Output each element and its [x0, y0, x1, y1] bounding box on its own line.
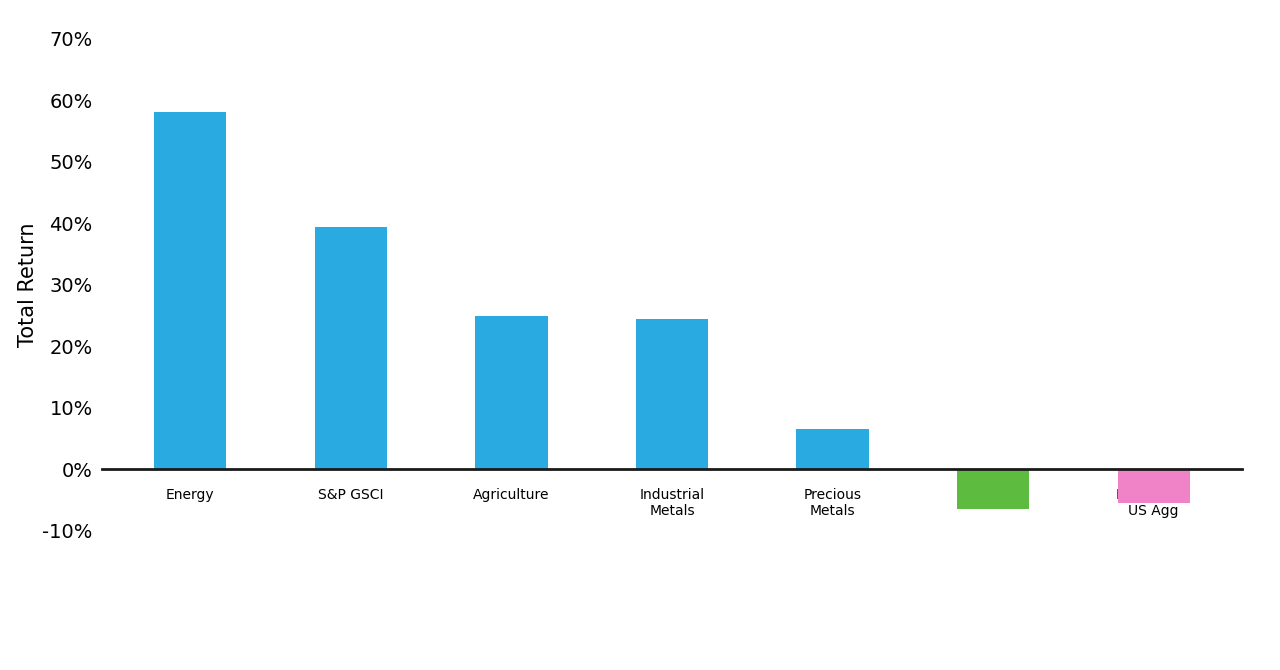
Bar [475, 316, 548, 470]
Bar [957, 470, 1029, 509]
Bar [1117, 470, 1190, 503]
Bar [154, 113, 227, 470]
Bar [796, 429, 869, 470]
Bar [636, 319, 708, 470]
Bar [315, 227, 387, 470]
Y-axis label: Total Return: Total Return [18, 222, 38, 347]
